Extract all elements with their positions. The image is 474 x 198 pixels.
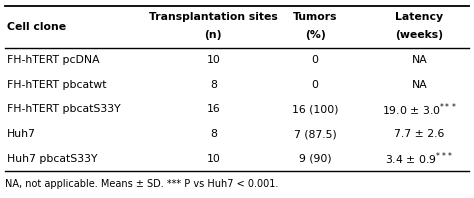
Text: Tumors: Tumors: [293, 12, 337, 22]
Text: 10: 10: [206, 154, 220, 164]
Text: 16 (100): 16 (100): [292, 104, 338, 114]
Text: Huh7: Huh7: [7, 129, 36, 139]
Text: 8: 8: [210, 80, 217, 90]
Text: 10: 10: [206, 55, 220, 65]
Text: 16: 16: [206, 104, 220, 114]
Text: 7 (87.5): 7 (87.5): [294, 129, 337, 139]
Text: Huh7 pbcatS33Y: Huh7 pbcatS33Y: [7, 154, 97, 164]
Text: NA: NA: [411, 55, 428, 65]
Text: 0: 0: [312, 80, 319, 90]
Text: Latency: Latency: [395, 12, 444, 22]
Text: FH-hTERT pbcatS33Y: FH-hTERT pbcatS33Y: [7, 104, 120, 114]
Text: FH-hTERT pbcatwt: FH-hTERT pbcatwt: [7, 80, 106, 90]
Text: 3.4 ± 0.9$^{***}$: 3.4 ± 0.9$^{***}$: [385, 151, 454, 167]
Text: Cell clone: Cell clone: [7, 22, 66, 32]
Text: (weeks): (weeks): [395, 30, 444, 40]
Text: FH-hTERT pcDNA: FH-hTERT pcDNA: [7, 55, 99, 65]
Text: 0: 0: [312, 55, 319, 65]
Text: (%): (%): [305, 30, 326, 40]
Text: Transplantation sites: Transplantation sites: [149, 12, 278, 22]
Text: 9 (90): 9 (90): [299, 154, 331, 164]
Text: NA: NA: [411, 80, 428, 90]
Text: NA, not applicable. Means ± SD. *** P vs Huh7 < 0.001.: NA, not applicable. Means ± SD. *** P vs…: [5, 179, 278, 189]
Text: 8: 8: [210, 129, 217, 139]
Text: 7.7 ± 2.6: 7.7 ± 2.6: [394, 129, 445, 139]
Text: (n): (n): [205, 30, 222, 40]
Text: 19.0 ± 3.0$^{***}$: 19.0 ± 3.0$^{***}$: [382, 101, 457, 118]
